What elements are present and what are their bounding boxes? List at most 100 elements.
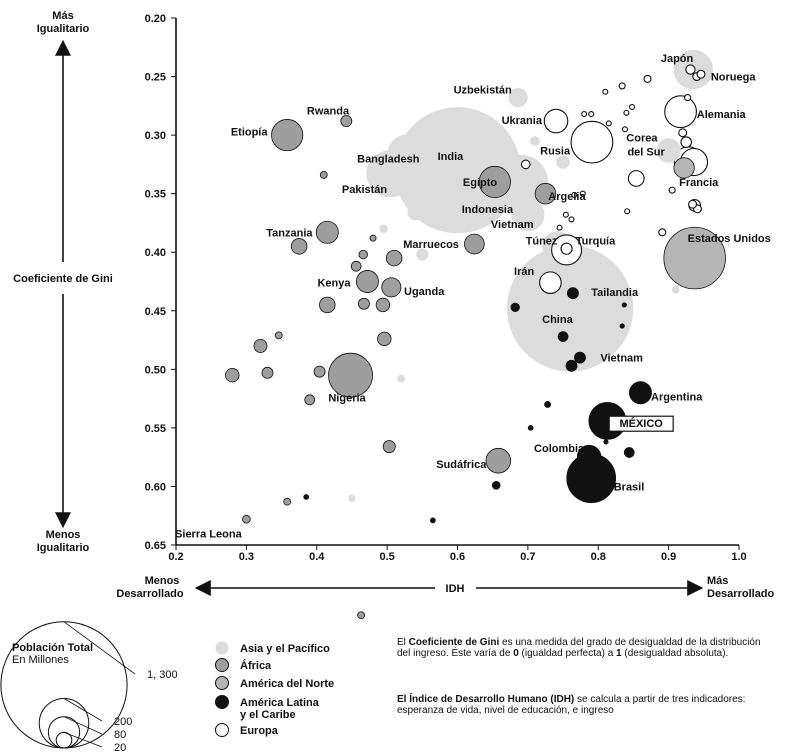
country-label: Argelia [548,191,586,203]
data-point-africa [377,331,392,347]
y-top-label-line1: Más [52,10,73,22]
data-point-africa-egipto [478,165,511,199]
x-left-label-line1: Menos [145,575,180,587]
country-label: Corea [626,132,658,144]
data-point-africa-kenya [355,270,379,293]
size-legend-subtitle: En Millones [12,654,69,666]
data-point-africa-nigeria [328,352,373,398]
data-point-europe [581,111,588,118]
data-point-europe [627,170,645,187]
country-label: Túnez [526,236,558,248]
data-point-europe [605,120,612,127]
data-point-asia [556,155,570,169]
y-tick-label: 0.35 [145,189,166,201]
legend-swatch-north_america [215,676,229,690]
data-point-africa [261,366,274,379]
data-point-africa-marruecos [464,233,485,255]
country-label: Tailandia [591,287,639,299]
legend-swatch-latin_america [215,695,229,709]
data-point-europe [680,136,693,148]
data-point-africa [274,331,283,340]
data-point-asia-vietnam [585,349,602,366]
idh-definition-note: El Índice de Desarrollo Humano (IDH) se … [397,694,746,716]
country-label: Marruecos [403,239,459,251]
y-tick-label: 0.45 [145,306,166,318]
data-point-latin_america-colombia [576,444,602,470]
country-label: China [542,314,573,326]
legend-label-europe: Europa [240,725,279,737]
data-point-europe [684,94,692,102]
data-point-africa [253,338,268,353]
country-label: India [438,151,465,163]
region-color-legend: Asia y el Pacífico África América del Nort… [215,641,334,737]
size-legend-circle [38,698,90,749]
size-legend-circle [0,621,128,749]
data-point-europe [624,208,631,215]
gini-definition-note: El Coeficiente de Gini es una medida del… [397,637,761,659]
country-label: Vietnam [491,219,534,231]
country-label: Rusia [540,145,571,157]
x-tick-label: 0.3 [239,551,254,563]
x-left-label-line2: Desarrollado [116,588,184,600]
data-point-africa-sudáfrica [485,447,512,474]
y-tick-label: 0.20 [145,13,166,25]
legend-label-latin_america: y el Caribe [240,709,296,721]
data-point-africa-uganda [381,277,402,298]
data-point-latin_america [565,359,578,372]
data-point-latin_america [429,517,436,524]
data-point-europe [588,111,595,118]
data-point-africa [357,611,365,620]
bubble-layer [225,49,726,620]
data-point-europe [539,271,562,295]
data-point-europe [571,191,578,198]
mexico-highlight-box [608,415,674,432]
country-label: Brasil [614,481,645,493]
country-label: Estados Unidos [688,233,771,245]
data-point-latin_america [603,439,609,445]
legend-label-africa: África [240,659,272,672]
x-tick-label: 0.9 [661,551,676,563]
data-point-europe [618,82,626,90]
data-point-europe [602,88,609,95]
data-point-africa [290,238,308,255]
legend-swatch-asia [215,641,229,655]
data-point-latin_america [510,302,520,312]
x-tick-label: 0.4 [309,551,325,563]
x-tick-label: 0.8 [591,551,606,563]
data-point-europe-rusia [570,120,614,164]
data-point-africa [242,514,251,524]
data-point-europe [629,103,636,111]
data-point-africa [319,171,328,179]
data-point-africa [283,497,292,506]
y-tick-label: 0.25 [145,72,166,84]
legend-swatch-europe [215,723,229,737]
x-tick-label: 0.7 [520,551,535,563]
country-label: Tanzania [266,227,313,239]
data-point-europe [623,109,630,116]
data-point-europe [562,211,569,218]
data-point-africa [350,260,362,272]
data-point-asia [416,248,429,261]
data-point-europe [678,128,688,138]
data-point-latin_america [303,494,310,500]
data-point-latin_america [623,447,635,458]
y-tick-label: 0.50 [145,364,166,376]
data-point-latin_america [619,323,625,329]
data-point-asia-bangladesh [386,134,432,179]
country-label: Colombia [534,443,585,455]
data-point-asia [671,285,680,294]
size-legend-value: 1, 300 [147,669,178,681]
legend-label-asia: Asia y el Pacífico [240,643,330,655]
data-point-latin_america [491,480,501,490]
data-point-europe [668,186,676,194]
data-point-africa [357,297,370,310]
size-legend-title: Población Total [12,642,93,654]
data-point-asia-uzbekistán [508,88,528,108]
country-label: Rwanda [307,106,350,118]
x-tick-label: 0.5 [379,551,394,563]
x-tick-label: 1.0 [731,551,746,563]
country-label: Alemania [697,109,747,121]
